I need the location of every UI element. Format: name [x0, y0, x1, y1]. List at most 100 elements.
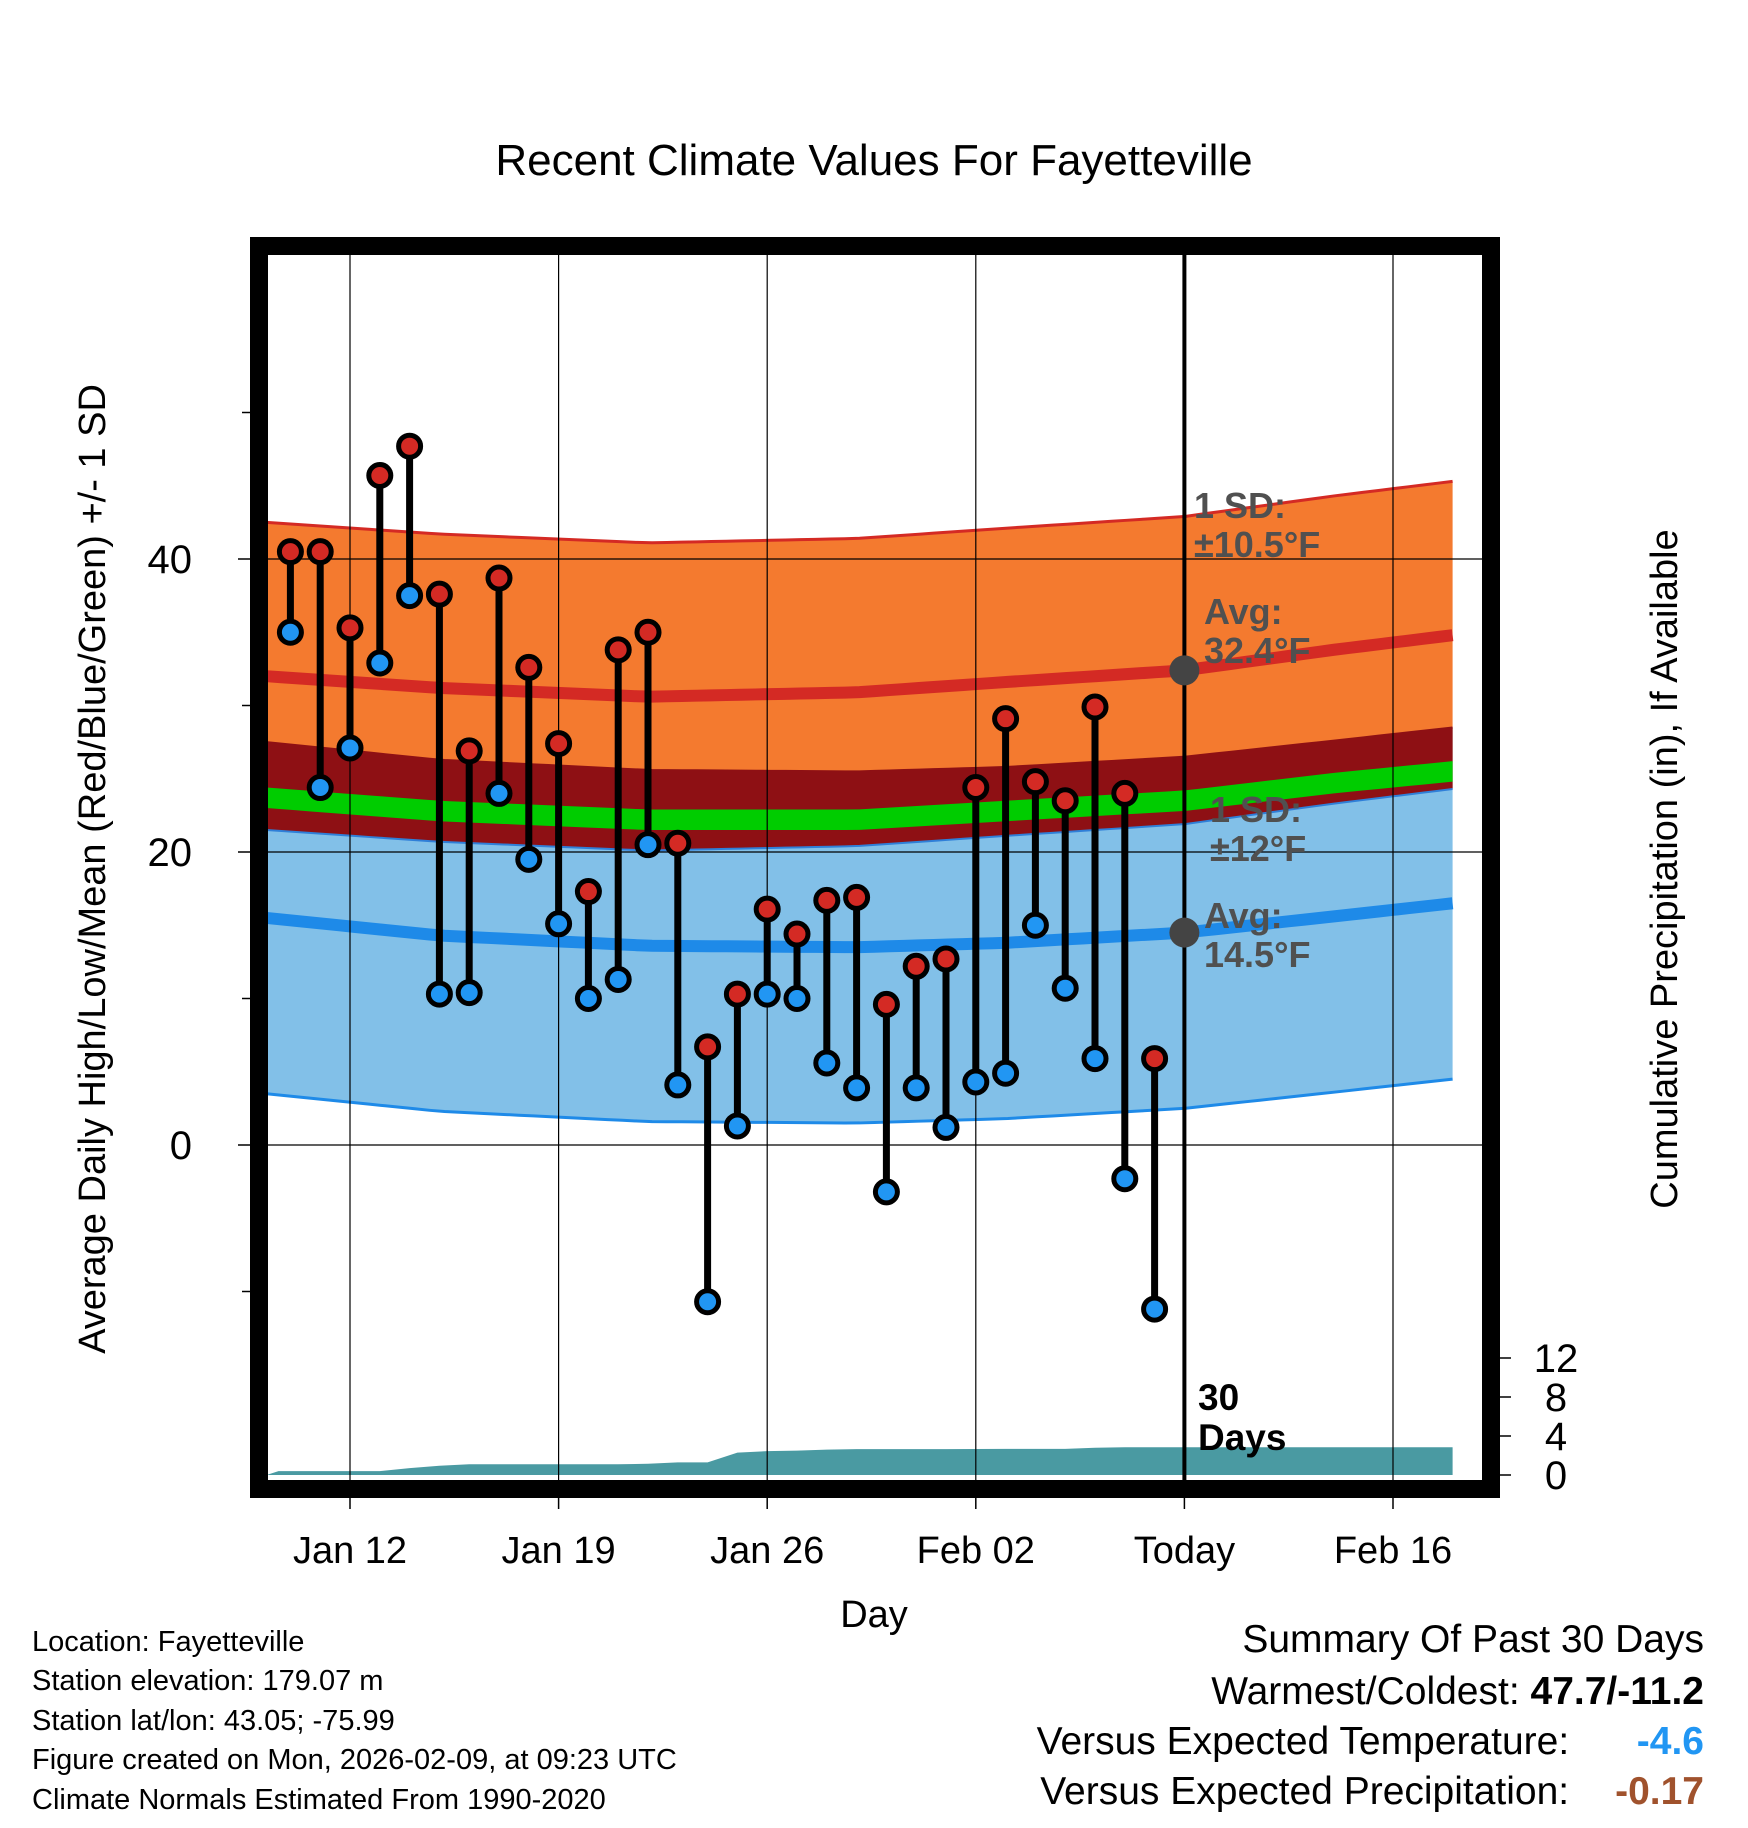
day-low-dot — [604, 965, 632, 993]
day-high-dot — [932, 945, 960, 973]
high-sd-lower-line — [266, 788, 1453, 852]
low-avg-today-marker — [1169, 917, 1200, 948]
day-high-dot — [783, 920, 811, 948]
day-mark — [1021, 768, 1049, 939]
x-tick-label: Today — [1134, 1530, 1235, 1572]
day-low-dot — [574, 985, 602, 1012]
y-tick-label: 0 — [170, 1124, 192, 1168]
daily-temperature-marks — [276, 432, 1169, 1323]
summary-precip-label: Versus Expected Precipitation: — [1040, 1770, 1570, 1813]
day-low-dot — [813, 1049, 841, 1077]
y2-tick-label: 12 — [1534, 1337, 1579, 1381]
day-mark — [545, 730, 573, 938]
day-mark — [1081, 693, 1109, 1073]
day-mark — [425, 580, 453, 1008]
day-mark — [574, 878, 602, 1012]
day-low-dot — [1021, 911, 1049, 939]
x-tick-label: Jan 19 — [502, 1530, 616, 1572]
day-high-dot — [396, 432, 424, 460]
day-mark — [872, 990, 900, 1206]
day-high-dot — [1021, 768, 1049, 796]
day-high-dot — [694, 1033, 722, 1061]
summary-title: Summary Of Past 30 Days — [1242, 1618, 1704, 1661]
mean-avg-line — [266, 761, 1453, 831]
day-mark — [634, 618, 662, 859]
day-high-dot — [366, 461, 394, 489]
day-low-dot — [396, 582, 424, 610]
y2-tick-label: 0 — [1545, 1454, 1567, 1498]
low-avg-label: Avg: 14.5°F — [1204, 895, 1310, 975]
info-location: Location: Fayetteville — [32, 1626, 305, 1658]
y-tick-label: 40 — [148, 538, 193, 582]
day-mark — [664, 829, 692, 1099]
day-low-dot — [545, 910, 573, 938]
high-sd-label: 1 SD: ±10.5°F — [1194, 485, 1320, 565]
summary-temp: Versus Expected Temperature: -4.6 — [1037, 1720, 1704, 1764]
summary-precip-value: -0.17 — [1615, 1770, 1704, 1813]
day-low-dot — [276, 618, 304, 646]
summary-warm-cold-label: Warmest/Coldest: — [1211, 1670, 1520, 1713]
axes: Jan 12 Jan 19 Jan 26 Feb 02 Today Feb 1602040… — [148, 411, 1579, 1572]
info-elevation: Station elevation: 179.07 m — [32, 1665, 384, 1697]
day-low-dot — [723, 1112, 751, 1140]
precip-area — [266, 1447, 1453, 1475]
x-tick-label: Feb 02 — [917, 1530, 1035, 1572]
info-latlon: Station lat/lon: 43.05; -75.99 — [32, 1705, 395, 1737]
y-axis-label: Average Daily High/Low/Mean (Red/Blue/Gr… — [72, 384, 114, 1354]
day-high-dot — [1051, 787, 1079, 815]
high-sd-upper-line — [266, 479, 1453, 545]
day-mark — [902, 952, 930, 1102]
summary-warm-cold: Warmest/Coldest: 47.7/-11.2 — [1211, 1670, 1704, 1714]
day-high-dot — [1081, 693, 1109, 721]
summary-temp-label: Versus Expected Temperature: — [1036, 1720, 1570, 1763]
day-mark — [604, 636, 632, 993]
day-high-dot — [485, 564, 513, 592]
day-high-dot — [425, 580, 453, 608]
high-avg-line — [266, 629, 1454, 703]
y2-tick-label: 8 — [1545, 1376, 1567, 1420]
day-mark — [843, 883, 871, 1102]
day-low-dot — [485, 779, 513, 807]
day-mark — [396, 432, 424, 610]
day-high-dot — [902, 952, 930, 980]
chart-title-group: Recent Climate Values For Fayetteville — [495, 136, 1252, 185]
day-low-dot — [753, 980, 781, 1008]
day-low-dot — [962, 1068, 990, 1096]
day-high-dot — [306, 538, 334, 566]
day-low-dot — [1111, 1165, 1139, 1193]
day-mark — [1141, 1045, 1169, 1323]
day-low-dot — [634, 831, 662, 859]
day-mark — [932, 945, 960, 1141]
day-high-dot — [545, 730, 573, 758]
day-high-dot — [992, 705, 1020, 733]
day-high-dot — [455, 737, 483, 765]
day-mark — [515, 653, 543, 873]
day-mark — [455, 737, 483, 1007]
day-low-dot — [336, 734, 364, 762]
day-high-dot — [843, 883, 871, 911]
day-mark — [1051, 787, 1079, 1002]
day-high-dot — [634, 618, 662, 646]
day-low-dot — [932, 1113, 960, 1141]
day-high-dot — [664, 829, 692, 857]
day-mark — [783, 920, 811, 1012]
day-mark — [694, 1033, 722, 1316]
day-low-dot — [1051, 974, 1079, 1002]
summary-warm-cold-value: 47.7/-11.2 — [1530, 1670, 1704, 1713]
summary-temp-value: -4.6 — [1636, 1720, 1704, 1763]
day-mark — [1111, 779, 1139, 1193]
day-mark — [306, 538, 334, 802]
day-mark — [723, 980, 751, 1140]
day-high-dot — [276, 538, 304, 566]
low-sd-label: 1 SD: ±12°F — [1210, 789, 1306, 869]
day-low-dot — [515, 845, 543, 873]
day-low-dot — [1081, 1045, 1109, 1073]
x-tick-label: Jan 26 — [710, 1530, 824, 1572]
day-mark — [813, 886, 841, 1077]
day-low-dot — [1141, 1295, 1169, 1323]
annotations: 1 SD: ±10.5°F Avg: 32.4°F 1 SD: ±12°F Avg: 14.5… — [1169, 485, 1320, 1458]
day-high-dot — [574, 878, 602, 906]
high-avg-today-marker — [1169, 655, 1200, 686]
days-label: 30 Days — [1198, 1377, 1286, 1458]
